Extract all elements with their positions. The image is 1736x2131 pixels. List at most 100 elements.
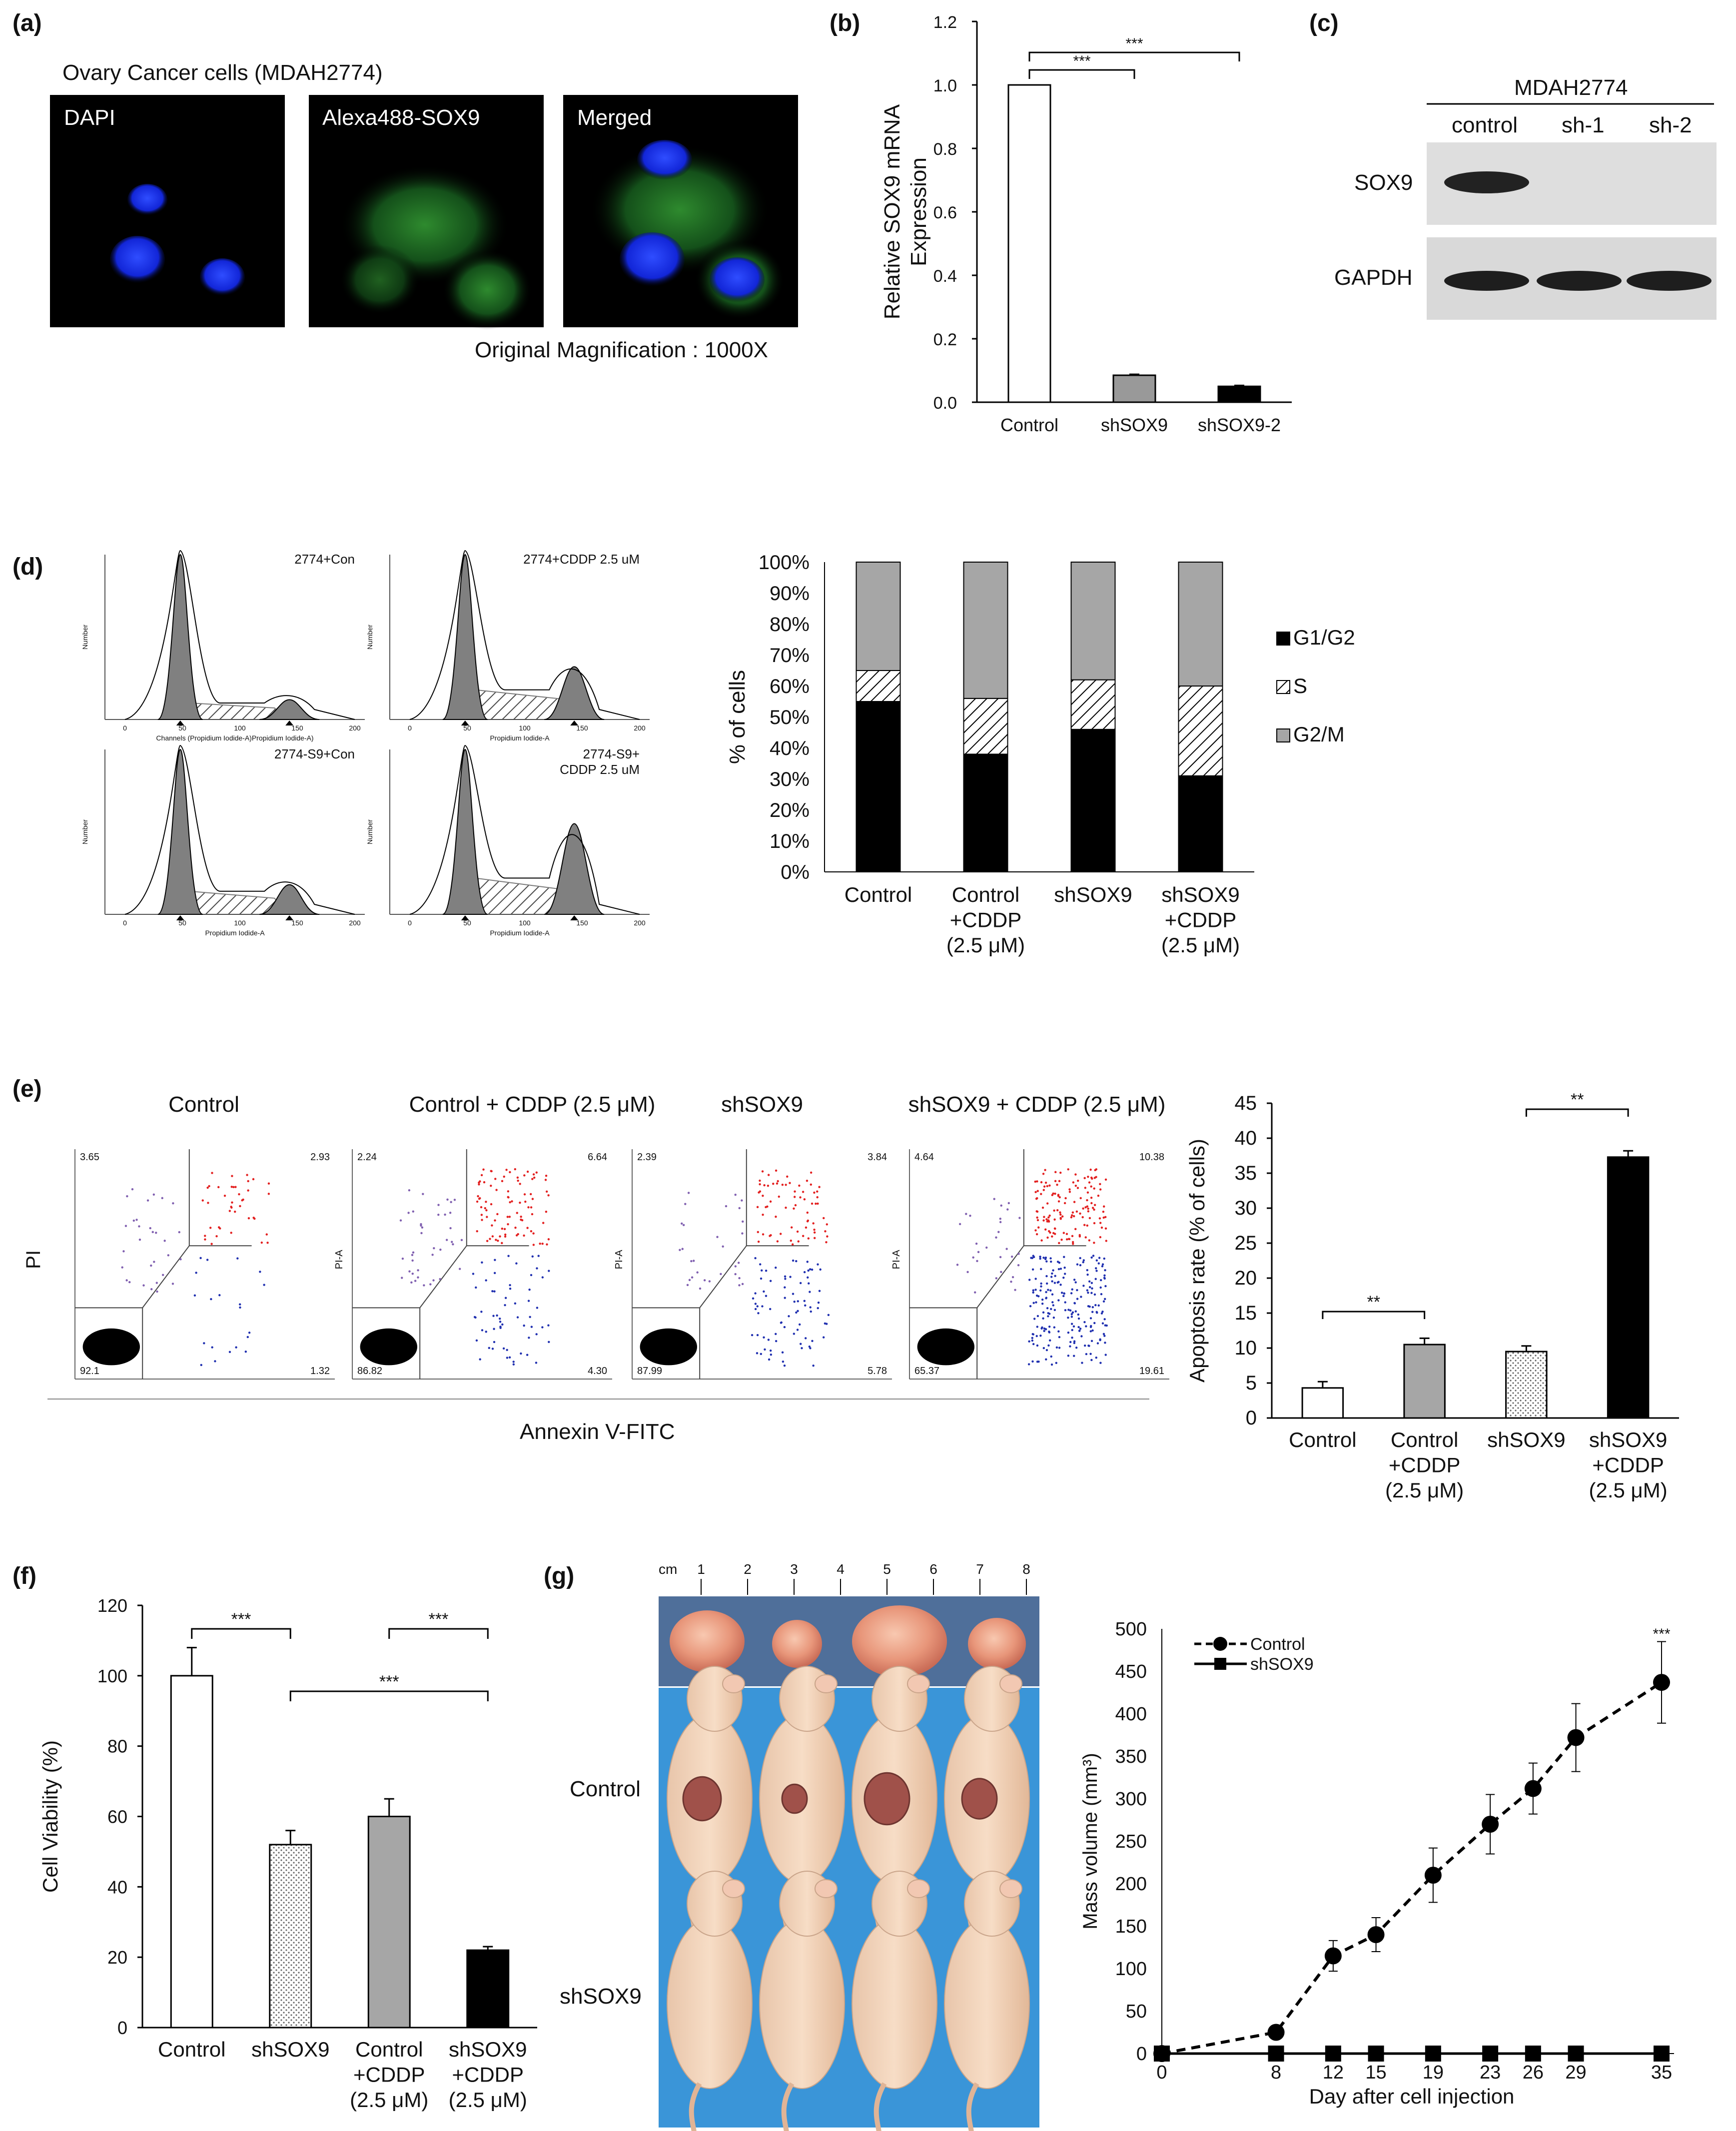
event-dot [1057, 1268, 1060, 1271]
event-dot [1033, 1318, 1036, 1320]
event-dot [1099, 1279, 1102, 1282]
event-dot [1086, 1269, 1088, 1272]
event-dot [531, 1178, 534, 1180]
event-dot [1055, 1346, 1058, 1349]
event-dot [1041, 1326, 1043, 1329]
event-dot [1040, 1193, 1042, 1195]
event-dot [485, 1279, 487, 1282]
stacked-bar-segment [1178, 775, 1223, 873]
y-tick-label: 350 [1115, 1746, 1147, 1767]
hist-xtick: 200 [634, 724, 646, 732]
y-tick-label: 200 [1115, 1874, 1147, 1895]
bar [1505, 1351, 1548, 1419]
event-dot [1017, 1253, 1020, 1255]
event-dot [826, 1235, 829, 1238]
event-dot [776, 1182, 779, 1185]
y-tick-label: 5 [1246, 1372, 1257, 1394]
event-dot [1069, 1345, 1071, 1348]
event-dot [496, 1314, 498, 1317]
event-dot [523, 1174, 526, 1177]
event-dot [536, 1307, 539, 1309]
event-dot [681, 1222, 683, 1225]
event-dot [802, 1191, 805, 1193]
event-dot [763, 1290, 765, 1293]
mouse-ear [815, 1674, 838, 1693]
event-dot [494, 1219, 496, 1222]
event-dot [1051, 1301, 1054, 1304]
ruler-label: 4 [837, 1561, 845, 1577]
event-dot [520, 1218, 522, 1221]
event-dot [1085, 1325, 1087, 1328]
event-dot [490, 1203, 493, 1206]
stacked-bar-segment [1070, 562, 1116, 681]
hist-xlabel: Propidium Iodide-A [490, 929, 550, 937]
event-dot [480, 1206, 483, 1209]
event-dot [507, 1196, 509, 1199]
event-dot [267, 1193, 270, 1195]
x-tick-label: 8 [1271, 2062, 1281, 2083]
merged-label: Merged [577, 105, 652, 130]
quadrant-value: 2.93 [310, 1152, 330, 1163]
event-dot [1079, 1264, 1082, 1267]
hist-xtick: 200 [349, 724, 361, 732]
nucleus [710, 257, 765, 302]
green-cell [442, 250, 532, 330]
event-dot [798, 1184, 801, 1187]
significance-bracket [1028, 51, 1240, 61]
event-dot [242, 1198, 244, 1201]
event-dot [234, 1210, 236, 1213]
y-tick-label: 40 [107, 1877, 127, 1897]
event-dot [485, 1209, 488, 1212]
event-dot [412, 1251, 415, 1254]
event-dot [1091, 1311, 1094, 1313]
event-dot [822, 1336, 825, 1339]
panel-label-c: (c) [1309, 10, 1339, 36]
event-dot [437, 1204, 440, 1206]
event-dot [199, 1257, 202, 1260]
event-dot [696, 1271, 699, 1274]
event-dot [210, 1298, 212, 1301]
event-dot [754, 1308, 757, 1311]
event-dot [499, 1326, 502, 1328]
event-dot [1068, 1191, 1071, 1193]
y-tick-label: 10% [770, 830, 810, 852]
event-dot [1048, 1325, 1051, 1328]
event-dot [1073, 1342, 1076, 1345]
event-dot [496, 1213, 499, 1216]
event-dot [738, 1207, 741, 1210]
event-dot [460, 1239, 463, 1241]
nucleus [620, 232, 685, 287]
event-dot [1094, 1278, 1097, 1280]
event-dot [827, 1314, 830, 1317]
y-tick-label: 20 [1235, 1267, 1257, 1289]
event-dot [757, 1231, 759, 1234]
event-dot [1054, 1180, 1057, 1183]
panel-label-f: (f) [12, 1563, 36, 1589]
y-tick-label: 10 [1235, 1337, 1257, 1359]
event-dot [1088, 1239, 1091, 1242]
event-dot [1048, 1214, 1051, 1217]
event-dot [1053, 1218, 1056, 1221]
band-label-gapdh: GAPDH [1334, 265, 1412, 290]
event-dot [1048, 1184, 1051, 1187]
ruler-label: 3 [790, 1561, 798, 1577]
ruler-label: 1 [697, 1561, 705, 1577]
event-dot [531, 1198, 534, 1200]
event-dot [1057, 1330, 1060, 1333]
event-dot [490, 1184, 492, 1187]
event-dot [476, 1230, 478, 1233]
event-dot [795, 1260, 798, 1263]
event-dot [178, 1231, 180, 1234]
lane-label: control [1452, 113, 1518, 137]
event-dot [806, 1220, 809, 1223]
event-dot [1071, 1235, 1074, 1238]
event-dot [246, 1336, 249, 1339]
event-dot [1045, 1260, 1048, 1263]
bar [1301, 1387, 1344, 1419]
event-dot [1047, 1315, 1049, 1318]
event-dot [783, 1364, 786, 1367]
event-dot [503, 1175, 505, 1178]
flow-plots: Control 3.65 2.93 92.1 1.32 PI Control + CDDP … [22, 1092, 1169, 1400]
event-dot [1105, 1240, 1107, 1242]
category-label: shSOX9 [1054, 883, 1132, 906]
